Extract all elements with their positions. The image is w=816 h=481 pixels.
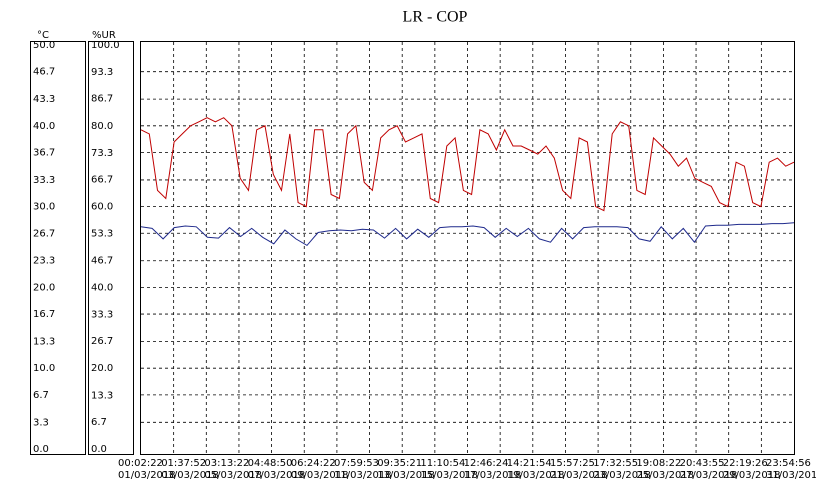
x-tick-date: 11/03/2018 [334,470,392,481]
y-tick-label: 50.0 [33,40,55,51]
y-tick-label: 6.7 [33,390,49,401]
y-tick-label: 43.3 [33,94,55,105]
x-tick-time: 20:43:55 [680,458,725,469]
x-tick-date: 13/03/2018 [377,470,435,481]
x-tick-time: 14:21:54 [507,458,552,469]
y2-tick-label: 73.3 [91,148,113,159]
x-tick-time: 19:08:22 [636,458,681,469]
y-tick-label: 40.0 [33,121,55,132]
y-tick-label: 26.7 [33,228,55,239]
x-tick-date: 09/03/2018 [291,470,349,481]
y2-axis-box [88,41,134,455]
y2-tick-label: 40.0 [91,282,113,293]
x-tick-date: 07/03/2018 [248,470,306,481]
y2-tick-label: 26.7 [91,336,113,347]
y2-tick-label: 100.0 [91,40,120,51]
x-tick-time: 01:37:52 [161,458,206,469]
x-tick-time: 00:02:22 [118,458,163,469]
chart-title: LR - COP [403,9,468,26]
x-tick-time: 22:19:26 [723,458,768,469]
x-tick-time: 17:32:55 [593,458,638,469]
y2-tick-label: 53.3 [91,229,113,240]
x-tick-date: 03/03/2018 [161,470,219,481]
x-tick-date: 19/03/2018 [507,470,565,481]
x-tick-time: 11:10:54 [420,458,465,469]
x-tick-time: 15:57:25 [550,458,595,469]
x-tick-time: 06:24:22 [291,458,336,469]
x-tick-date: 17/03/2018 [464,470,522,481]
y2-tick-label: 46.7 [91,255,113,266]
y2-tick-label: 6.7 [91,417,107,428]
y-axis-label: °C [37,30,49,41]
y-tick-label: 3.3 [33,417,49,428]
y-tick-label: 46.7 [33,67,55,78]
y-tick-label: 16.7 [33,309,55,320]
y2-tick-label: 60.0 [91,202,113,213]
x-tick-date: 01/03/2018 [118,470,176,481]
y2-tick-label: 33.3 [91,309,113,320]
x-tick-time: 03:13:22 [204,458,249,469]
x-tick-date: 21/03/2018 [550,470,608,481]
data-line [140,117,795,212]
y-tick-label: 20.0 [33,282,55,293]
data-line [140,222,795,247]
x-tick-date: 23/03/2018 [593,470,651,481]
x-tick-date: 25/03/2018 [636,470,694,481]
x-tick-time: 04:48:50 [248,458,293,469]
x-tick-time: 09:35:21 [377,458,422,469]
x-tick-date: 31/03/2018 [766,470,816,481]
y2-tick-label: 93.3 [91,67,113,78]
plot-frame [140,41,795,455]
x-tick-date: 15/03/2018 [420,470,478,481]
y-tick-label: 13.3 [33,337,55,348]
x-tick-time: 12:46:24 [464,458,509,469]
vertical-grid [173,42,762,454]
y2-tick-label: 80.0 [91,121,113,132]
y2-tick-label: 66.7 [91,175,113,186]
y-axis-box [30,41,86,455]
y-tick-label: 33.3 [33,175,55,186]
x-tick-date: 29/03/2018 [723,470,781,481]
x-tick-date: 27/03/2018 [680,470,738,481]
y-tick-label: 0.0 [33,444,49,455]
y2-tick-label: 20.0 [91,363,113,374]
y2-tick-label: 0.0 [91,444,107,455]
y-tick-label: 36.7 [33,147,55,158]
y2-tick-label: 13.3 [91,390,113,401]
y2-axis-label: %UR [92,30,116,41]
y-tick-label: 10.0 [33,363,55,374]
x-tick-time: 07:59:53 [334,458,379,469]
y-tick-label: 30.0 [33,202,55,213]
y2-tick-label: 86.7 [91,94,113,105]
y-tick-label: 23.3 [33,256,55,267]
x-tick-date: 05/03/2018 [204,470,262,481]
x-tick-time: 23:54:56 [766,458,811,469]
